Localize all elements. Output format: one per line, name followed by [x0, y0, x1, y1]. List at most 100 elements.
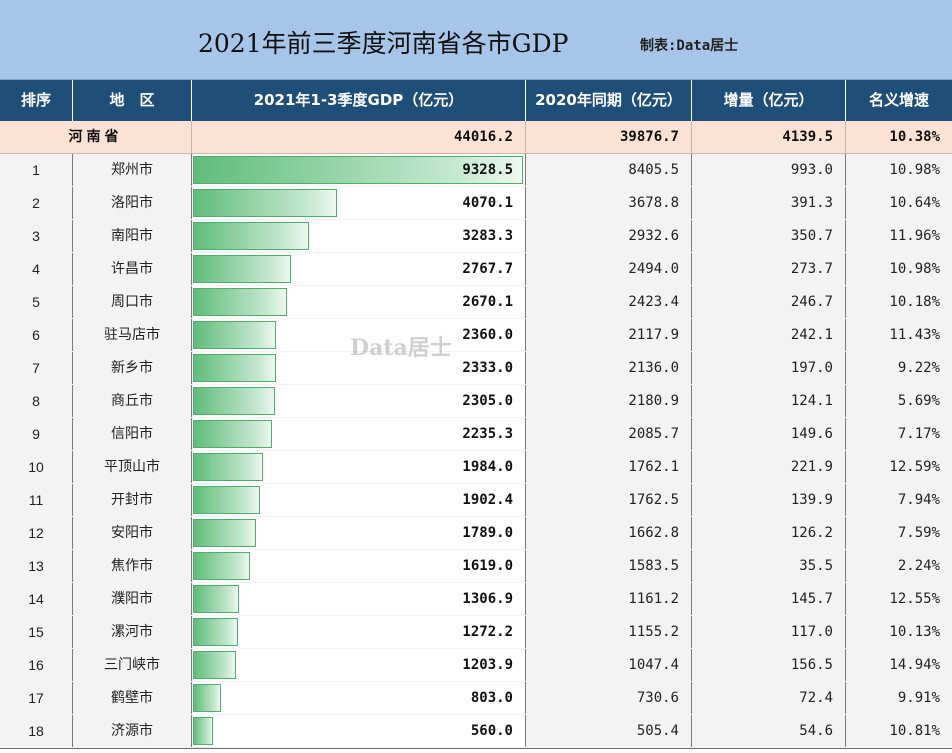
- province-prev: 39876.7: [526, 121, 692, 153]
- gdp-bar: [193, 585, 239, 613]
- city-cell: 三门峡市: [73, 649, 192, 681]
- increase-cell: 72.4: [692, 682, 846, 714]
- rate-cell: 10.13%: [889, 624, 940, 640]
- gdp-bar: [193, 288, 287, 316]
- gdp-cell: 2333.0: [192, 352, 526, 384]
- rank-cell: 14: [0, 583, 73, 615]
- table-row: 18 济源市 560.0 505.4 54.6 10.81%: [0, 715, 952, 749]
- rank-cell: 13: [0, 550, 73, 582]
- city-cell: 濮阳市: [73, 583, 192, 615]
- table-row: 9 信阳市 2235.3 2085.7 149.6 7.17%: [0, 418, 952, 452]
- gdp-bar: [193, 189, 337, 217]
- increase-cell: 126.2: [692, 517, 846, 549]
- gdp-value: 1902.4: [462, 492, 513, 508]
- province-total-row: 河南省 44016.2 39876.7 4139.5 10.38%: [0, 121, 952, 154]
- gdp-value: 4070.1: [462, 195, 513, 211]
- increase-cell: 145.7: [692, 583, 846, 615]
- province-rate: 10.38%: [889, 129, 940, 145]
- gdp-cell: 1619.0: [192, 550, 526, 582]
- increase-cell: 156.5: [692, 649, 846, 681]
- gdp-bar: [193, 717, 213, 745]
- gdp-bar: [193, 519, 256, 547]
- city-cell: 许昌市: [73, 253, 192, 285]
- table-row: 10 平顶山市 1984.0 1762.1 221.9 12.59%: [0, 451, 952, 485]
- prev-cell: 2117.9: [526, 319, 692, 351]
- province-gdp: 44016.2: [192, 121, 526, 153]
- city-cell: 焦作市: [73, 550, 192, 582]
- gdp-cell: 3283.3: [192, 220, 526, 252]
- prev-cell: 505.4: [526, 715, 692, 747]
- rank-cell: 16: [0, 649, 73, 681]
- increase-cell: 350.7: [692, 220, 846, 252]
- header-gdp: 2021年1-3季度GDP（亿元）: [192, 80, 526, 121]
- city-cell: 洛阳市: [73, 187, 192, 219]
- city-cell: 商丘市: [73, 385, 192, 417]
- gdp-value: 560.0: [470, 723, 513, 739]
- rank-cell: 7: [0, 352, 73, 384]
- prev-cell: 2136.0: [526, 352, 692, 384]
- rank-cell: 9: [0, 418, 73, 450]
- rank-cell: 11: [0, 484, 73, 516]
- rank-cell: 5: [0, 286, 73, 318]
- gdp-cell: 803.0: [192, 682, 526, 714]
- prev-cell: 1155.2: [526, 616, 692, 648]
- rate-cell: 7.94%: [897, 492, 940, 508]
- gdp-bar: [193, 156, 523, 184]
- rate-cell: 5.69%: [897, 393, 940, 409]
- prev-cell: 1161.2: [526, 583, 692, 615]
- table-row: 3 南阳市 3283.3 2932.6 350.7 11.96%: [0, 220, 952, 254]
- gdp-bar: [193, 354, 276, 382]
- city-cell: 济源市: [73, 715, 192, 747]
- city-cell: 郑州市: [73, 154, 192, 186]
- gdp-cell: 1306.9: [192, 583, 526, 615]
- rank-cell: 10: [0, 451, 73, 483]
- increase-cell: 391.3: [692, 187, 846, 219]
- rank-cell: 17: [0, 682, 73, 714]
- gdp-value: 2360.0: [462, 327, 513, 343]
- maker-credit: 制表:Data居士: [640, 38, 739, 54]
- table-row: 7 新乡市 2333.0 2136.0 197.0 9.22%: [0, 352, 952, 386]
- gdp-value: 1306.9: [462, 591, 513, 607]
- increase-cell: 124.1: [692, 385, 846, 417]
- table-row: 6 驻马店市 2360.0 2117.9 242.1 11.43%: [0, 319, 952, 353]
- prev-cell: 1762.1: [526, 451, 692, 483]
- rank-cell: 2: [0, 187, 73, 219]
- rank-cell: 15: [0, 616, 73, 648]
- gdp-bar: [193, 651, 236, 679]
- gdp-cell: 560.0: [192, 715, 526, 747]
- increase-cell: 242.1: [692, 319, 846, 351]
- increase-cell: 246.7: [692, 286, 846, 318]
- gdp-value: 1203.9: [462, 657, 513, 673]
- gdp-cell: 1789.0: [192, 517, 526, 549]
- gdp-bar: [193, 486, 260, 514]
- gdp-value: 1619.0: [462, 558, 513, 574]
- rank-cell: 12: [0, 517, 73, 549]
- header-increase: 增量（亿元）: [692, 80, 846, 121]
- increase-cell: 993.0: [692, 154, 846, 186]
- gdp-bar: [193, 552, 250, 580]
- prev-cell: 3678.8: [526, 187, 692, 219]
- header-region: 地 区: [73, 80, 192, 121]
- city-cell: 开封市: [73, 484, 192, 516]
- province-name: 河南省: [0, 121, 192, 153]
- prev-cell: 2932.6: [526, 220, 692, 252]
- rate-cell: 7.59%: [897, 525, 940, 541]
- rate-cell: 9.91%: [897, 690, 940, 706]
- gdp-cell: 4070.1: [192, 187, 526, 219]
- gdp-cell: 1203.9: [192, 649, 526, 681]
- increase-cell: 221.9: [692, 451, 846, 483]
- city-cell: 新乡市: [73, 352, 192, 384]
- gdp-value: 1789.0: [462, 525, 513, 541]
- increase-cell: 139.9: [692, 484, 846, 516]
- gdp-bar: [193, 321, 276, 349]
- city-cell: 驻马店市: [73, 319, 192, 351]
- gdp-value: 2333.0: [462, 360, 513, 376]
- increase-cell: 54.6: [692, 715, 846, 747]
- rank-cell: 8: [0, 385, 73, 417]
- gdp-cell: 2670.1: [192, 286, 526, 318]
- gdp-bar: [193, 255, 291, 283]
- gdp-bar: [193, 387, 275, 415]
- gdp-cell: 2767.7: [192, 253, 526, 285]
- prev-cell: 2085.7: [526, 418, 692, 450]
- increase-cell: 197.0: [692, 352, 846, 384]
